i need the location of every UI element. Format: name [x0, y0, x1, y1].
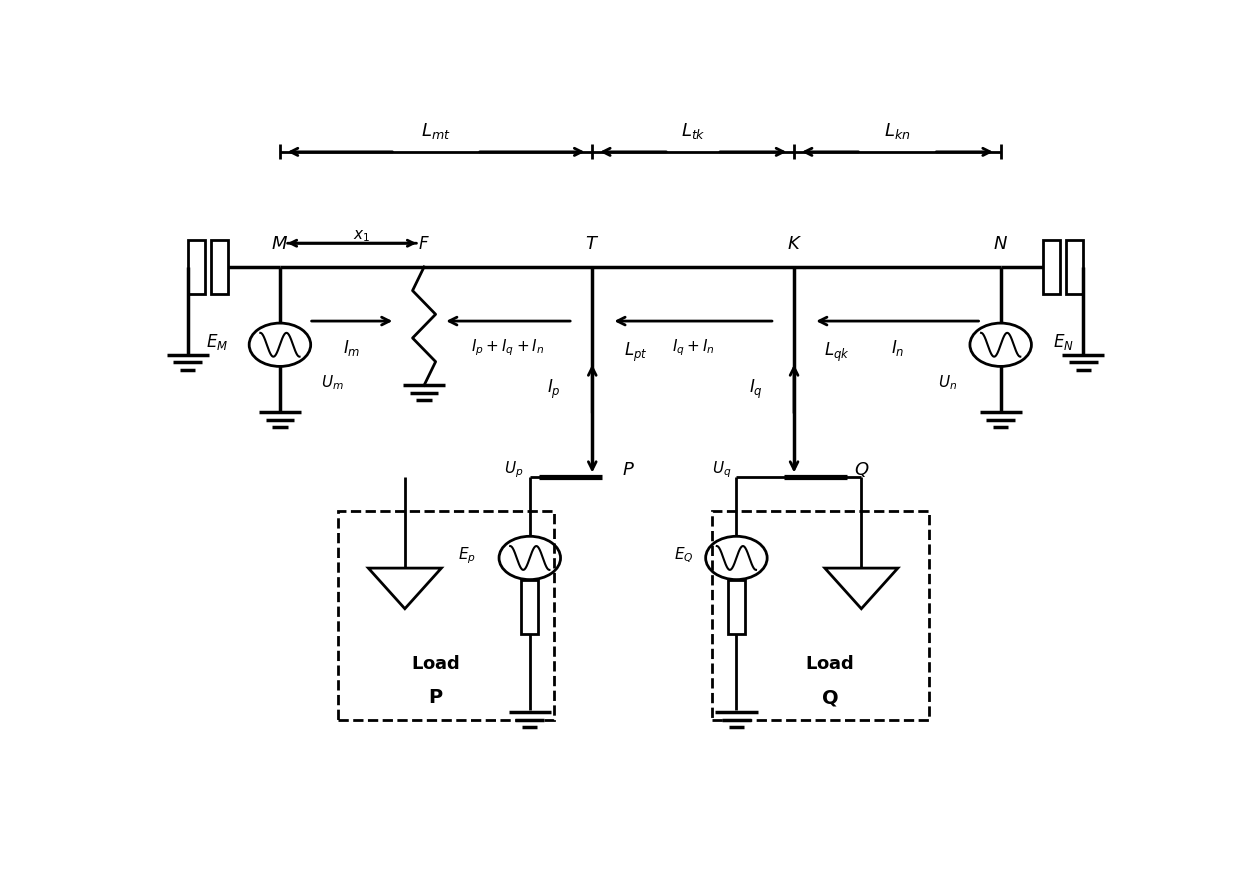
Text: $Q$: $Q$: [853, 459, 869, 479]
Text: $L_{pt}$: $L_{pt}$: [624, 341, 647, 363]
Text: $L_{mt}$: $L_{mt}$: [422, 121, 451, 141]
Bar: [712, 511, 929, 721]
Text: $L_{kn}$: $L_{kn}$: [884, 121, 910, 141]
Bar: [187, 241, 205, 295]
Text: $I_q+I_n$: $I_q+I_n$: [672, 337, 714, 357]
Text: $\mathbf{Q}$: $\mathbf{Q}$: [821, 687, 839, 707]
Text: $M$: $M$: [272, 235, 289, 253]
Bar: [728, 580, 745, 634]
Text: $I_m$: $I_m$: [343, 337, 361, 357]
Text: $E_Q$: $E_Q$: [673, 545, 693, 565]
Text: $I_p$: $I_p$: [547, 378, 560, 401]
Text: $I_n$: $I_n$: [890, 337, 904, 357]
Text: $T$: $T$: [585, 235, 599, 253]
Bar: [1043, 241, 1060, 295]
Text: $E_p$: $E_p$: [459, 544, 476, 565]
Text: $E_M$: $E_M$: [206, 332, 228, 352]
Bar: [1066, 241, 1084, 295]
Text: $E_N$: $E_N$: [1053, 332, 1074, 352]
Text: $\mathbf{Load}$: $\mathbf{Load}$: [412, 654, 461, 672]
Text: $x_1$: $x_1$: [353, 228, 371, 244]
Text: $L_{qk}$: $L_{qk}$: [825, 341, 851, 363]
Text: $N$: $N$: [993, 235, 1008, 253]
Bar: [521, 580, 538, 634]
Bar: [337, 511, 554, 721]
Text: $U_m$: $U_m$: [321, 373, 345, 392]
Text: $\mathbf{P}$: $\mathbf{P}$: [428, 687, 444, 707]
Bar: [211, 241, 228, 295]
Text: $I_p+I_q+I_n$: $I_p+I_q+I_n$: [471, 337, 544, 357]
Text: $U_n$: $U_n$: [939, 373, 957, 392]
Text: $P$: $P$: [622, 460, 635, 478]
Text: $K$: $K$: [786, 235, 801, 253]
Text: $U_p$: $U_p$: [503, 459, 523, 479]
Text: $U_q$: $U_q$: [712, 459, 732, 479]
Text: $L_{tk}$: $L_{tk}$: [681, 121, 706, 141]
Text: $I_q$: $I_q$: [749, 378, 763, 401]
Text: $F$: $F$: [418, 235, 430, 253]
Text: $\mathbf{Load}$: $\mathbf{Load}$: [806, 654, 854, 672]
